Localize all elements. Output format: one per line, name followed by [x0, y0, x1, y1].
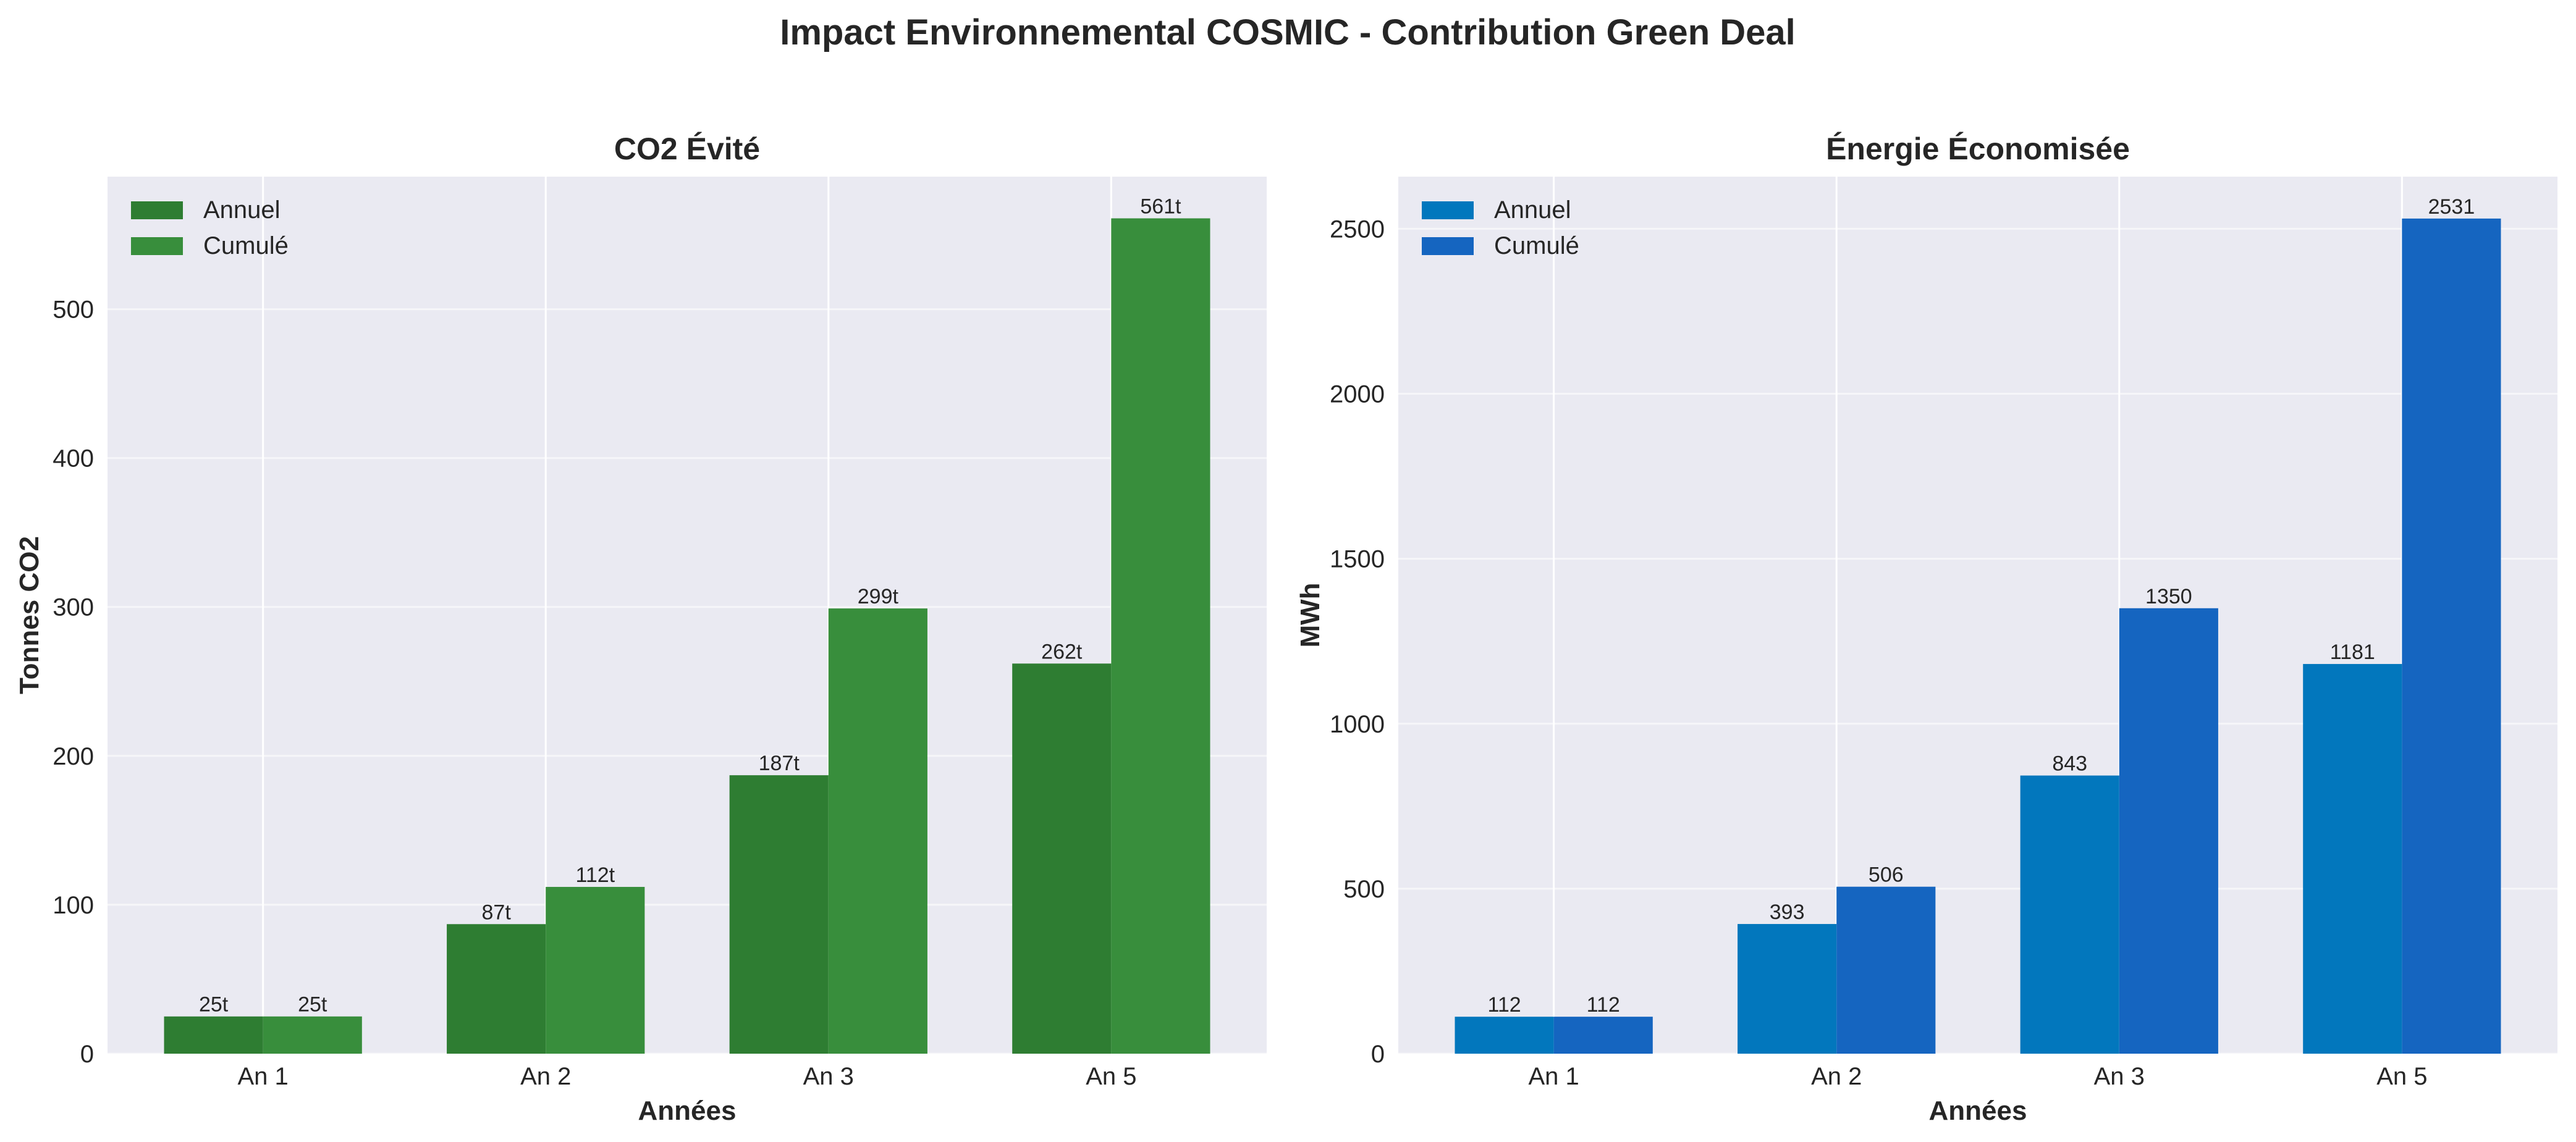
- legend-swatch: [131, 237, 183, 255]
- bar-annuel-1: [447, 924, 546, 1054]
- legend-label: Cumulé: [203, 232, 289, 259]
- x-tick-label: An 1: [1529, 1063, 1579, 1090]
- bar-annuel-0: [1455, 1017, 1554, 1054]
- y-tick-label: 100: [53, 892, 94, 919]
- legend-label: Annuel: [203, 196, 281, 224]
- y-tick-label: 2500: [1330, 216, 1385, 243]
- bar-annuel-0: [164, 1016, 263, 1054]
- bar-value-label: 187t: [759, 752, 800, 775]
- bar-value-label: 506: [1869, 863, 1904, 887]
- bar-annuel-2: [2020, 775, 2119, 1054]
- bar-value-label: 1350: [2145, 585, 2192, 608]
- x-tick-label: An 3: [2094, 1063, 2145, 1090]
- bar-value-label: 87t: [482, 901, 512, 924]
- legend: Annuel Cumulé: [1422, 196, 1579, 259]
- y-tick-label: 300: [53, 594, 94, 621]
- chart-energy-saved: 0 500 1000 1500 2000 2500 112 393 843 1181 112 506 1…: [1295, 132, 2557, 1126]
- bar-cumul-1: [1836, 886, 1936, 1054]
- x-tick-label: An 2: [1811, 1063, 1862, 1090]
- legend-swatch: [131, 201, 183, 219]
- y-tick-label: 0: [80, 1041, 94, 1068]
- bar-value-label: 25t: [199, 993, 229, 1017]
- bar-annuel-2: [729, 775, 829, 1054]
- bar-annuel-1: [1738, 924, 1837, 1054]
- bar-value-label: 393: [1770, 901, 1805, 924]
- bar-value-label: 112: [1587, 993, 1620, 1017]
- legend-label: Annuel: [1494, 196, 1571, 224]
- x-tick-label: An 5: [2376, 1063, 2427, 1090]
- x-tick-label: An 2: [520, 1063, 571, 1090]
- bar-annuel-3: [2303, 664, 2402, 1054]
- bar-value-label: 25t: [298, 993, 327, 1017]
- legend: Annuel Cumulé: [131, 196, 289, 259]
- bar-cumul-0: [1553, 1017, 1653, 1054]
- y-tick-label: 500: [1343, 876, 1385, 903]
- bar-value-label: 843: [2052, 752, 2087, 776]
- bar-cumul-2: [2119, 608, 2218, 1054]
- x-tick-label: An 5: [1086, 1063, 1136, 1090]
- bar-value-label: 112: [1487, 993, 1521, 1017]
- x-axis-label: Années: [638, 1096, 737, 1126]
- y-tick-label: 400: [53, 445, 94, 472]
- bar-value-label: 1181: [2330, 640, 2375, 664]
- chart-co2-avoided: 0 100 200 300 400 500 25t 87t 187t 262t 25t 112t 299…: [14, 132, 1267, 1126]
- bar-cumul-3: [1111, 218, 1210, 1054]
- bar-value-label: 112t: [575, 863, 615, 887]
- x-tick-label: An 1: [238, 1063, 289, 1090]
- legend-swatch: [1422, 237, 1474, 255]
- x-axis-label: Années: [1929, 1096, 2027, 1126]
- chart-title: CO2 Évité: [614, 132, 760, 166]
- y-tick-label: 2000: [1330, 381, 1385, 408]
- legend-swatch: [1422, 201, 1474, 219]
- figure-title: Impact Environnemental COSMIC - Contribu…: [780, 12, 1796, 52]
- y-axis-label: Tonnes CO2: [14, 536, 44, 694]
- y-tick-label: 1500: [1330, 546, 1385, 573]
- bar-value-label: 262t: [1041, 640, 1083, 663]
- x-tick-label: An 3: [803, 1063, 854, 1090]
- bar-value-label: 561t: [1140, 195, 1181, 219]
- bar-cumul-0: [263, 1016, 362, 1054]
- legend-label: Cumulé: [1494, 232, 1579, 259]
- y-tick-label: 500: [53, 296, 94, 324]
- y-tick-label: 0: [1371, 1041, 1385, 1068]
- y-tick-label: 200: [53, 743, 94, 770]
- bar-value-label: 2531: [2428, 195, 2475, 219]
- y-tick-label: 1000: [1330, 711, 1385, 738]
- bar-value-label: 299t: [858, 585, 899, 608]
- y-axis-label: MWh: [1295, 582, 1325, 647]
- bar-cumul-3: [2402, 218, 2501, 1054]
- bar-annuel-3: [1012, 663, 1112, 1054]
- bar-cumul-1: [546, 886, 645, 1054]
- bar-cumul-2: [828, 608, 927, 1054]
- chart-title: Énergie Économisée: [1826, 132, 2130, 166]
